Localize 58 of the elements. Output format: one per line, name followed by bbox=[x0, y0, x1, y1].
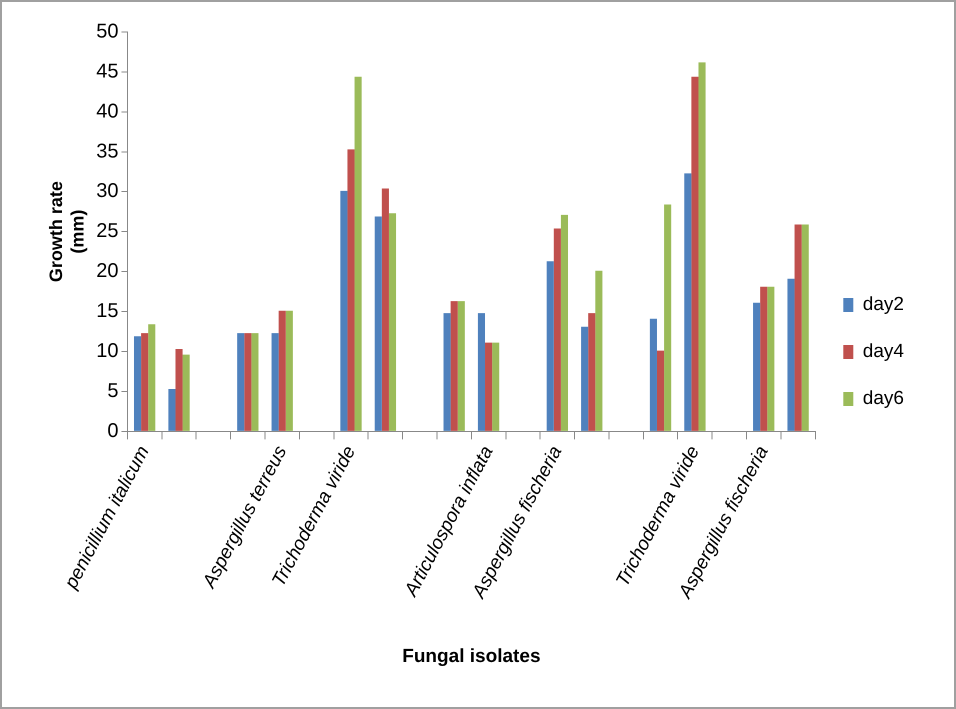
bar bbox=[251, 333, 258, 431]
bar bbox=[340, 190, 348, 431]
y-tick-label: 10 bbox=[96, 340, 118, 362]
bar bbox=[485, 342, 492, 431]
bar bbox=[802, 224, 809, 431]
bar bbox=[182, 354, 190, 431]
bar bbox=[794, 224, 802, 431]
bar bbox=[650, 318, 657, 431]
bar bbox=[286, 310, 293, 431]
legend-label: day2 bbox=[862, 294, 904, 316]
bar bbox=[492, 342, 500, 431]
bar bbox=[141, 333, 148, 431]
bar bbox=[134, 336, 142, 431]
bar bbox=[272, 333, 279, 431]
bar bbox=[388, 213, 396, 431]
y-axis-title: Growth rate (mm) bbox=[46, 181, 88, 282]
y-tick-label: 5 bbox=[107, 380, 118, 402]
legend-label: day4 bbox=[862, 341, 904, 362]
bar bbox=[244, 333, 252, 431]
bar bbox=[374, 216, 382, 431]
bar bbox=[760, 286, 768, 431]
bar bbox=[684, 173, 692, 431]
bar bbox=[546, 261, 554, 431]
y-tick-label: 40 bbox=[96, 100, 118, 122]
bar bbox=[698, 62, 706, 431]
y-tick-label: 20 bbox=[96, 260, 118, 282]
bar bbox=[787, 278, 795, 431]
bar bbox=[560, 214, 568, 431]
bar bbox=[753, 302, 760, 431]
bar bbox=[581, 326, 588, 431]
bar bbox=[148, 324, 156, 431]
bar bbox=[278, 310, 286, 431]
y-tick-label: 0 bbox=[107, 420, 118, 442]
bar bbox=[175, 349, 183, 431]
bar bbox=[444, 313, 451, 431]
y-tick-label: 50 bbox=[96, 20, 118, 43]
bar bbox=[588, 313, 596, 431]
y-tick-label: 15 bbox=[96, 300, 118, 322]
y-tick-label: 45 bbox=[96, 60, 118, 82]
bar bbox=[237, 333, 244, 431]
bar bbox=[168, 388, 176, 431]
y-tick-label: 35 bbox=[96, 140, 118, 162]
y-tick-label: 25 bbox=[96, 220, 118, 242]
x-axis-title: Fungal isolates bbox=[402, 646, 541, 667]
bar bbox=[656, 350, 664, 431]
bar bbox=[458, 301, 465, 431]
bar bbox=[664, 204, 672, 431]
bar bbox=[767, 286, 774, 431]
bar bbox=[450, 301, 458, 431]
bar bbox=[691, 76, 698, 431]
legend-label: day6 bbox=[862, 388, 904, 410]
bar bbox=[347, 149, 355, 431]
y-tick-label: 30 bbox=[96, 180, 118, 202]
bar bbox=[382, 188, 389, 431]
bar bbox=[595, 270, 602, 431]
bar bbox=[478, 313, 486, 431]
bar bbox=[554, 228, 561, 431]
bar bbox=[354, 76, 362, 431]
